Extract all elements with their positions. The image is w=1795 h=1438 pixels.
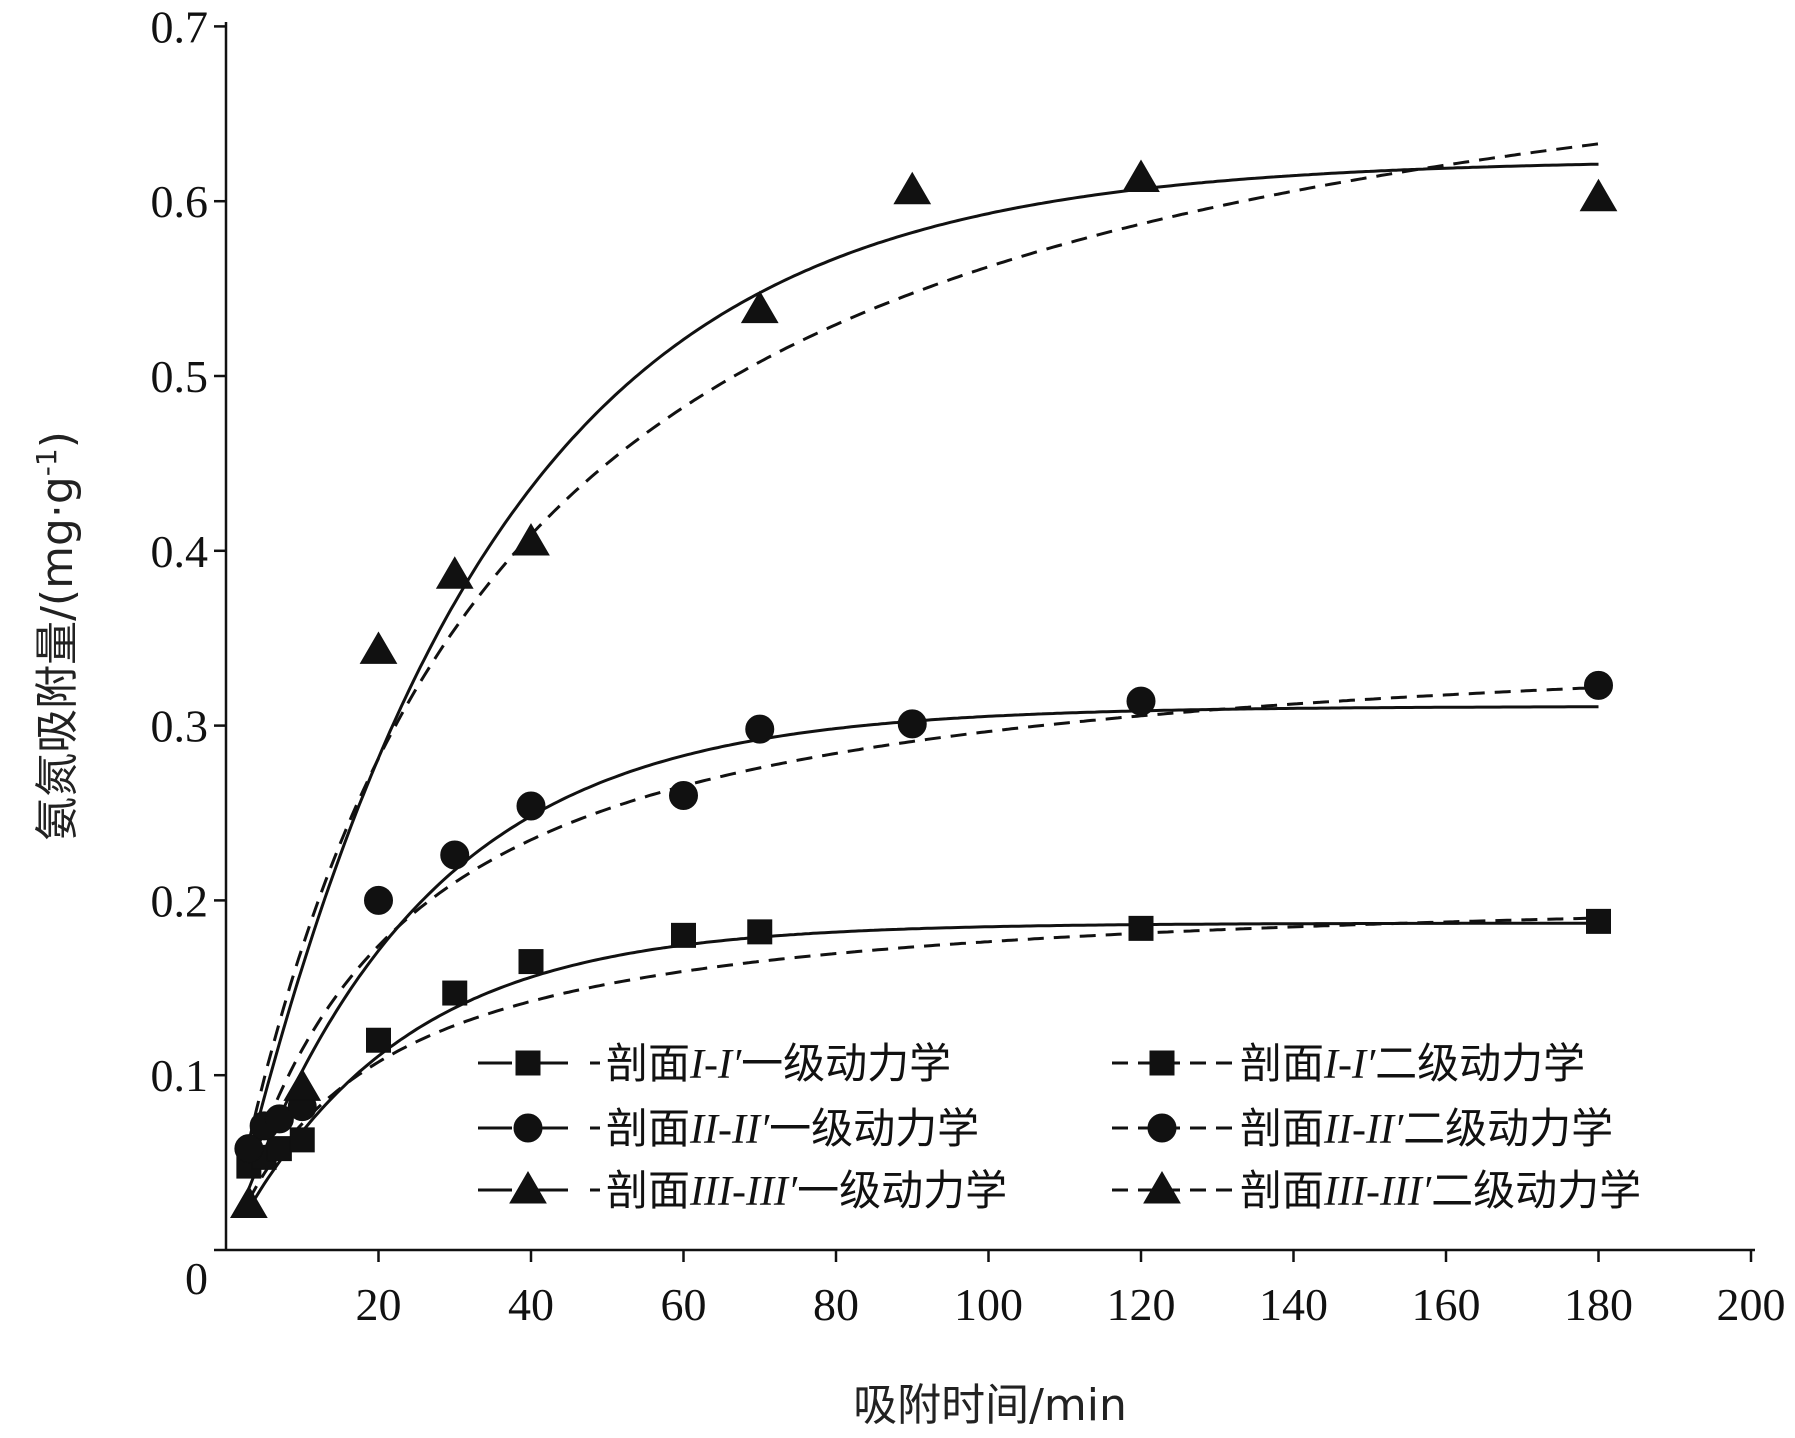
legend-label-prefix: 剖面 (1240, 1104, 1324, 1153)
legend-label: 剖面III-III′一级动力学 (606, 1166, 1007, 1215)
legend-label-section: III-III′ (1323, 1169, 1432, 1215)
legend-label-prefix: 剖面 (1240, 1039, 1324, 1088)
y-axis-label-tail: ) (32, 431, 83, 448)
legend-label: 剖面I-I′二级动力学 (1240, 1039, 1585, 1088)
x-tick-label-20: 20 (356, 1279, 402, 1330)
legend-marker (513, 1113, 543, 1143)
legend-marker (515, 1050, 541, 1076)
legend-item-3: 剖面II-II′二级动力学 (1112, 1104, 1613, 1153)
legend-item-5: 剖面III-III′二级动力学 (1112, 1166, 1641, 1215)
x-tick-label-200: 200 (1717, 1279, 1786, 1330)
legend-item-0: 剖面I-I′一级动力学 (478, 1039, 951, 1088)
legend-label: 剖面III-III′二级动力学 (1240, 1166, 1641, 1215)
x-tick-label-140: 140 (1259, 1279, 1328, 1330)
y-tick-label-0.7: 0.7 (151, 1, 209, 52)
series-0-point-6 (518, 949, 544, 975)
legend-marker (1143, 1171, 1181, 1204)
series-2-point-7 (1122, 159, 1160, 192)
y-tick-label-0.3: 0.3 (151, 701, 209, 752)
legend-marker (1149, 1050, 1175, 1076)
legend-label-suffix: 二级动力学 (1403, 1104, 1613, 1153)
series-1-point-2 (264, 1104, 294, 1134)
legend-label: 剖面II-II′一级动力学 (606, 1104, 979, 1153)
axes (224, 22, 1755, 1252)
y-axis-label-sup: -1 (30, 448, 63, 476)
series-1-point-7 (669, 781, 698, 811)
series-2-second-order-curve (247, 142, 1599, 1143)
y-tick-label-0.4: 0.4 (151, 526, 209, 577)
series-1-second-order-curve (247, 686, 1599, 1173)
legend-marker (1147, 1113, 1177, 1143)
series-2-point-8 (1579, 178, 1618, 212)
series-0-point-5 (442, 980, 468, 1006)
legend-label-prefix: 剖面 (606, 1039, 690, 1088)
data-points (230, 159, 1618, 1219)
legend-item-1: 剖面I-I′二级动力学 (1112, 1039, 1585, 1088)
series-0-point-7 (671, 922, 696, 948)
x-tick-label-120: 120 (1107, 1279, 1176, 1330)
y-tick-label-0: 0 (185, 1253, 208, 1304)
series-1-point-0 (234, 1134, 264, 1164)
legend-label-section: II-II′ (689, 1107, 770, 1153)
x-tick-label-40: 40 (508, 1279, 554, 1330)
legend-label-prefix: 剖面 (1240, 1166, 1324, 1215)
legend-label-section: III-III′ (689, 1169, 798, 1215)
legend-label-prefix: 剖面 (606, 1104, 690, 1153)
legend-marker (509, 1171, 547, 1204)
series-1-point-11 (1584, 670, 1613, 700)
legend-label-section: II-II′ (1323, 1107, 1404, 1153)
series-1-point-10 (1126, 686, 1156, 716)
series-2-point-0 (230, 1185, 268, 1219)
legend-label: 剖面II-II′二级动力学 (1240, 1104, 1613, 1153)
series-2-point-1 (283, 1068, 322, 1101)
series-0-point-3 (289, 1127, 315, 1153)
y-tick-label-0.6: 0.6 (151, 176, 209, 227)
y-axis-label-main: 氨氮吸附量/(mg·g (32, 476, 83, 841)
series-0-point-9 (1128, 915, 1154, 941)
y-tick-label-0.5: 0.5 (151, 351, 209, 402)
legend-item-2: 剖面II-II′一级动力学 (478, 1104, 979, 1153)
series-2-point-4 (512, 523, 550, 556)
ticks: 20 40 60 80 100 120 140 160 180 200 0 0.1 0.2 0.3 0.4 0… (151, 1, 1786, 1330)
legend-item-4: 剖面III-III′一级动力学 (478, 1166, 1007, 1215)
x-tick-label-160: 160 (1412, 1279, 1481, 1330)
legend-label-section: I-I′ (1323, 1042, 1376, 1088)
series-2-point-5 (740, 290, 779, 324)
series-0-second-order-curve (247, 916, 1599, 1201)
series-2-point-3 (435, 556, 474, 589)
y-tick-label-0.2: 0.2 (151, 875, 209, 926)
series-1-point-9 (897, 709, 927, 739)
series-2-point-2 (359, 631, 398, 664)
series-1-point-8 (745, 714, 775, 744)
legend-label-suffix: 一级动力学 (769, 1104, 979, 1153)
legend-label: 剖面I-I′一级动力学 (606, 1039, 951, 1088)
legend-label-suffix: 一级动力学 (797, 1166, 1007, 1215)
series-0-point-10 (1586, 908, 1611, 934)
y-tick-label-0.1: 0.1 (151, 1050, 209, 1101)
series-0-point-4 (366, 1027, 391, 1053)
legend-label-section: I-I′ (689, 1042, 742, 1088)
series-0-point-8 (747, 919, 773, 945)
series-1-point-5 (440, 840, 470, 870)
x-axis-label: 吸附时间/min (853, 1380, 1127, 1431)
series-1-point-6 (516, 791, 546, 821)
series-1-point-4 (364, 885, 393, 915)
legend-label-suffix: 二级动力学 (1375, 1039, 1585, 1088)
legend-label-prefix: 剖面 (606, 1166, 690, 1215)
y-axis-label: 氨氮吸附量/(mg·g-1) (30, 431, 83, 841)
x-tick-label-180: 180 (1564, 1279, 1633, 1330)
series-0-point-2 (266, 1136, 292, 1162)
legend-label-suffix: 二级动力学 (1431, 1166, 1641, 1215)
series-2-first-order-curve (247, 162, 1599, 1157)
x-tick-label-100: 100 (954, 1279, 1023, 1330)
legend-label-suffix: 一级动力学 (741, 1039, 951, 1088)
x-tick-label-80: 80 (813, 1279, 859, 1330)
x-tick-label-60: 60 (661, 1279, 707, 1330)
series-2-point-6 (893, 171, 932, 205)
